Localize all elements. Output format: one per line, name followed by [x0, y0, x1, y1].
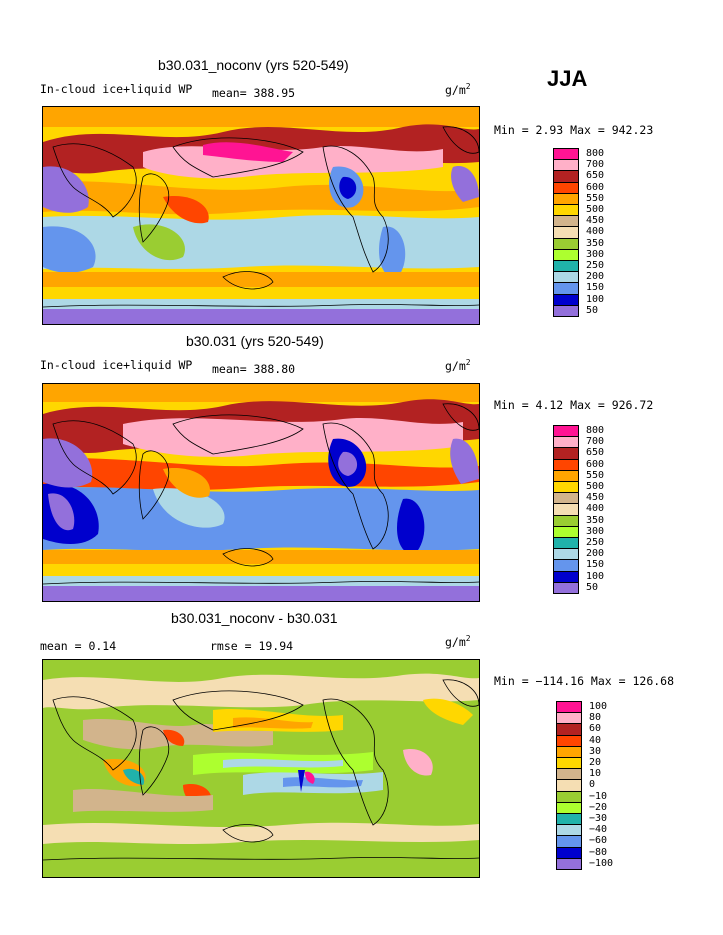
colorbar-label: 200 — [586, 548, 605, 560]
colorbar-label: 150 — [586, 282, 605, 294]
colorbar-label: 650 — [586, 170, 605, 182]
colorbar-label: 60 — [589, 723, 602, 735]
panel3-units: g/m2 — [445, 634, 471, 649]
colorbar-label: 350 — [586, 514, 605, 526]
colorbar-label: −20 — [589, 801, 608, 813]
colorbar-label: 10 — [589, 768, 602, 780]
panel1-units: g/m2 — [445, 82, 471, 97]
panel1-colorbar: 800 700 650 600 550 500 450 400 350 300 250 200 150 1… — [553, 148, 613, 318]
colorbar-label: 350 — [586, 237, 605, 249]
colorbar-label: 0 — [589, 779, 596, 791]
colorbar-label: 300 — [586, 248, 605, 260]
panel3-colorbar: 100 80 60 40 30 20 10 0 −10 −20 −30 −40 −60 −80 −100 — [556, 701, 616, 871]
panel1-minmax: Min = 2.93 Max = 942.23 — [494, 123, 654, 137]
colorbar-label: 80 — [589, 712, 602, 724]
panel2-mean: mean= 388.80 — [212, 362, 296, 376]
panel2-units: g/m2 — [445, 358, 471, 373]
colorbar-label: 100 — [586, 570, 605, 582]
colorbar-label: 30 — [589, 745, 602, 757]
season-label: JJA — [547, 66, 588, 91]
panel2-minmax: Min = 4.12 Max = 926.72 — [494, 398, 654, 412]
colorbar-label: 550 — [586, 469, 605, 481]
colorbar-label: 600 — [586, 181, 605, 193]
colorbar-label: −10 — [589, 790, 608, 802]
colorbar-label: 450 — [586, 215, 605, 227]
colorbar-label: 300 — [586, 525, 605, 537]
colorbar-label: 400 — [586, 226, 605, 238]
colorbar-label: 200 — [586, 271, 605, 283]
panel3-map — [42, 659, 480, 878]
colorbar-label: 50 — [586, 304, 599, 316]
colorbar-label: 250 — [586, 537, 605, 548]
colorbar-swatch — [553, 304, 579, 317]
colorbar-label: 700 — [586, 436, 605, 448]
colorbar-label: 250 — [586, 260, 605, 271]
colorbar-label: 650 — [586, 447, 605, 459]
colorbar-label: 400 — [586, 503, 605, 515]
colorbar-label: −40 — [589, 824, 608, 836]
colorbar-label: 500 — [586, 204, 605, 215]
colorbar-label: 800 — [586, 148, 605, 159]
panel1-variable: In-cloud ice+liquid WP — [40, 82, 193, 96]
panel3-title: b30.031_noconv - b30.031 — [171, 610, 338, 626]
colorbar-label: 100 — [586, 293, 605, 305]
colorbar-label: −30 — [589, 813, 608, 824]
colorbar-label: 550 — [586, 192, 605, 204]
colorbar-label: 50 — [586, 581, 599, 593]
colorbar-label: 500 — [586, 481, 605, 492]
colorbar-label: −60 — [589, 835, 608, 847]
colorbar-label: −80 — [589, 846, 608, 858]
colorbar-label: 700 — [586, 159, 605, 171]
colorbar-label: 40 — [589, 734, 602, 746]
colorbar-label: 800 — [586, 425, 605, 436]
colorbar-label: 100 — [589, 701, 608, 712]
panel2-colorbar: 800 700 650 600 550 500 450 400 350 300 250 200 150 1… — [553, 425, 613, 595]
colorbar-swatch — [556, 857, 582, 870]
panel2-title: b30.031 (yrs 520-549) — [186, 333, 324, 349]
colorbar-swatch — [553, 581, 579, 594]
panel1-map — [42, 106, 480, 325]
panel3-mean: mean = 0.14 — [40, 639, 117, 653]
panel3-rmse: rmse = 19.94 — [210, 639, 294, 653]
colorbar-label: 450 — [586, 492, 605, 504]
panel1-mean: mean= 388.95 — [212, 86, 296, 100]
colorbar-label: 600 — [586, 458, 605, 470]
colorbar-label: 150 — [586, 559, 605, 571]
colorbar-label: 20 — [589, 757, 602, 768]
panel3-minmax: Min = −114.16 Max = 126.68 — [494, 674, 675, 688]
panel1-title: b30.031_noconv (yrs 520-549) — [158, 57, 349, 73]
panel2-variable: In-cloud ice+liquid WP — [40, 358, 193, 372]
panel2-map — [42, 383, 480, 602]
colorbar-label: −100 — [589, 857, 614, 869]
